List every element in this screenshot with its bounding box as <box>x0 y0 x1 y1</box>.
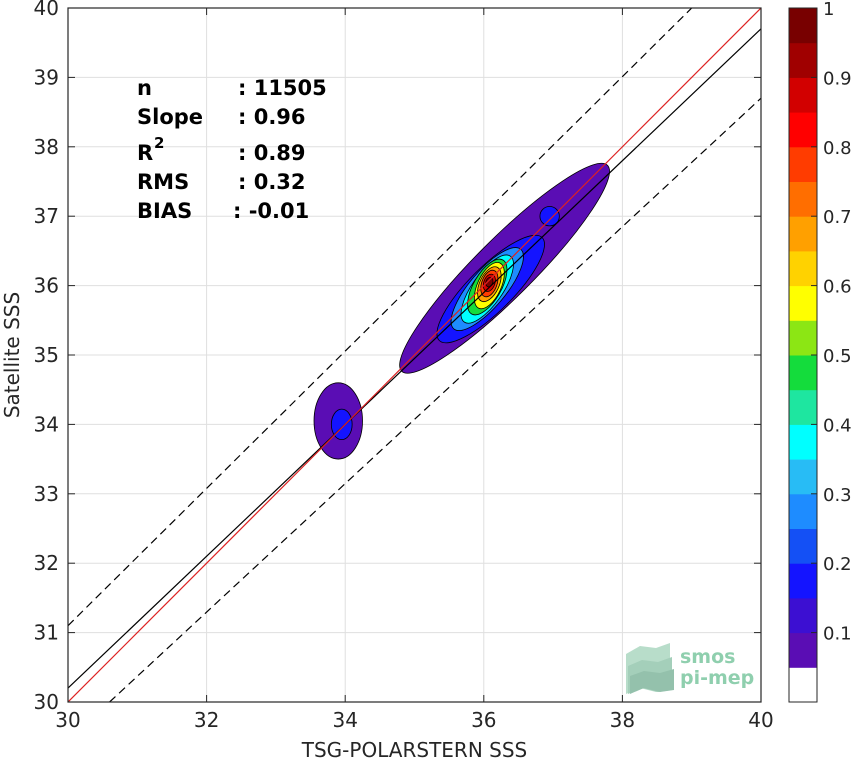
stat-r2-value: : 0.89 <box>238 141 306 165</box>
colorbar-tick-label: 0.7 <box>823 207 852 228</box>
stat-slope-label: Slope <box>137 105 203 129</box>
reference-lines <box>68 8 761 702</box>
colorbar-swatch <box>789 285 817 321</box>
colorbar-swatch <box>789 216 817 252</box>
colorbar-swatch <box>789 181 817 217</box>
y-tick-label: 36 <box>34 274 59 298</box>
plot-area <box>67 7 762 703</box>
lower-bound-dashed-line <box>109 97 761 702</box>
y-tick-label: 30 <box>34 690 59 714</box>
colorbar-swatch <box>789 42 817 78</box>
colorbar-tick-label: 0.4 <box>823 415 852 436</box>
x-tick-label: 34 <box>332 708 357 732</box>
x-tick-label: 40 <box>748 708 773 732</box>
stat-slope-value: : 0.96 <box>238 105 306 129</box>
x-tick-label: 38 <box>610 708 635 732</box>
stat-rms-label: RMS <box>137 170 189 194</box>
colorbar-tick-label: 0.5 <box>823 346 852 367</box>
y-tick-label: 32 <box>34 551 59 575</box>
colorbar-swatch <box>789 146 817 182</box>
colorbar-tick-label: 0.9 <box>823 68 852 89</box>
smos-pi-mep-logo: smos pi-mep <box>626 643 754 694</box>
colorbar-swatch <box>789 320 817 356</box>
colorbar-swatch <box>789 250 817 287</box>
y-tick-label: 31 <box>34 621 59 645</box>
colorbar-swatch <box>789 389 817 425</box>
regression-fit-line <box>68 8 761 702</box>
logo-text-smos: smos <box>680 646 735 668</box>
colorbar-tick-label: 1 <box>823 0 834 20</box>
y-tick-label: 35 <box>34 343 59 367</box>
colorbar-tick-label: 0.1 <box>823 624 852 645</box>
colorbar-tick-label: 0.8 <box>823 138 852 159</box>
colorbar-swatch <box>789 112 817 148</box>
stat-n-value: : 11505 <box>238 76 327 100</box>
y-axis-label: Satellite SSS <box>0 292 24 418</box>
x-tick-label: 32 <box>194 708 219 732</box>
stat-r2-label: R <box>137 141 153 165</box>
colorbar-tick-label: 0.2 <box>823 554 852 575</box>
stat-r2-superscript: 2 <box>154 134 164 152</box>
x-tick-label: 30 <box>55 708 80 732</box>
colorbar-tick-label: 0.6 <box>823 277 852 298</box>
colorbar-swatch <box>789 667 817 703</box>
identity-line <box>68 28 761 689</box>
y-tick-label: 37 <box>34 204 59 228</box>
colorbar-swatch <box>789 459 817 495</box>
colorbar-swatch <box>789 528 817 564</box>
colorbar-swatch <box>789 355 817 391</box>
x-tick-label: 36 <box>471 708 496 732</box>
colorbar-swatch <box>789 563 817 599</box>
y-tick-label: 34 <box>34 412 59 436</box>
statistics-box: n : 11505 Slope : 0.96 R 2 : 0.89 RMS : … <box>137 76 327 223</box>
y-tick-label: 39 <box>34 65 59 89</box>
colorbar-swatch <box>789 632 817 668</box>
y-tick-label: 33 <box>34 482 59 506</box>
colorbar-tick-label: 0.3 <box>823 485 852 506</box>
stat-n-label: n <box>137 76 152 100</box>
stat-bias-label: BIAS <box>137 199 192 223</box>
colorbar-swatch <box>789 8 817 44</box>
stat-rms-value: : 0.32 <box>238 170 306 194</box>
upper-bound-dashed-line <box>68 8 693 627</box>
stat-bias-value: : -0.01 <box>233 199 309 223</box>
logo-waves-icon <box>626 643 674 694</box>
logo-text-pi-mep: pi-mep <box>680 667 754 689</box>
axes: 30 32 34 36 38 40 30 31 32 33 34 35 36 37 38 39 40 TSG-PO… <box>0 0 774 762</box>
y-tick-label: 38 <box>34 135 59 159</box>
colorbar-swatch <box>789 77 817 113</box>
colorbar-swatch <box>789 597 817 634</box>
colorbar-swatch <box>789 493 817 529</box>
colorbar: 0.1 0.2 0.3 0.4 0.5 0.6 0.7 0.8 0.9 1 <box>788 0 852 703</box>
colorbar-swatch <box>789 424 817 460</box>
x-axis-label: TSG-POLARSTERN SSS <box>301 738 527 762</box>
y-tick-label: 40 <box>34 0 59 20</box>
